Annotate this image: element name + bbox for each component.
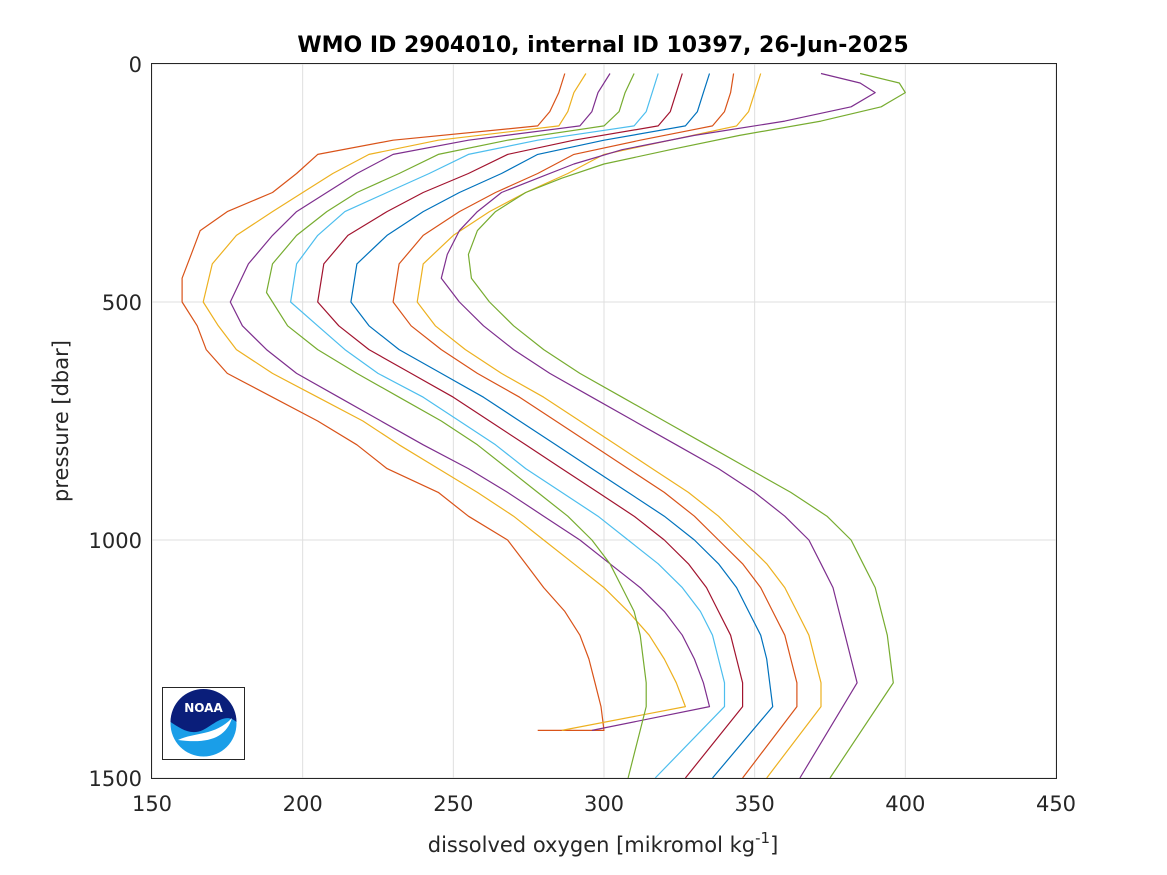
chart: WMO ID 2904010, internal ID 10397, 26-Ju… <box>0 0 1167 875</box>
x-tick-label: 150 <box>132 792 172 816</box>
x-axis-label: dissolved oxygen [mikromol kg-1] <box>428 829 779 857</box>
x-tick-label: 400 <box>885 792 925 816</box>
x-axis-label-superscript: -1 <box>755 829 770 847</box>
series-line-9 <box>417 74 821 779</box>
series-layer <box>182 74 905 779</box>
series-line-5 <box>291 74 725 779</box>
chart-title: WMO ID 2904010, internal ID 10397, 26-Ju… <box>297 33 908 58</box>
y-axis-label: pressure [dbar] <box>49 340 73 502</box>
x-tick-labels: 150 200 250 300 350 400 450 <box>132 792 1076 816</box>
x-axis-label-main: dissolved oxygen [mikromol kg <box>428 833 755 857</box>
y-tick-label: 1000 <box>89 529 142 553</box>
series-line-2 <box>203 74 685 731</box>
x-tick-label: 350 <box>735 792 775 816</box>
series-line-10 <box>441 74 875 779</box>
x-tick-label: 200 <box>283 792 323 816</box>
y-tick-label: 1500 <box>89 767 142 791</box>
series-line-6 <box>318 74 743 779</box>
y-tick-labels: 0 500 1000 1500 <box>89 53 142 791</box>
x-tick-label: 250 <box>433 792 473 816</box>
grid <box>152 64 1056 778</box>
series-line-7 <box>351 74 773 779</box>
y-tick-label: 500 <box>102 291 142 315</box>
x-tick-label: 300 <box>584 792 624 816</box>
x-tick-label: 450 <box>1036 792 1076 816</box>
x-axis-label-end: ] <box>770 833 778 857</box>
noaa-logo: NOAA <box>163 688 245 760</box>
noaa-logo-text: NOAA <box>184 701 223 715</box>
y-tick-label: 0 <box>129 53 142 77</box>
